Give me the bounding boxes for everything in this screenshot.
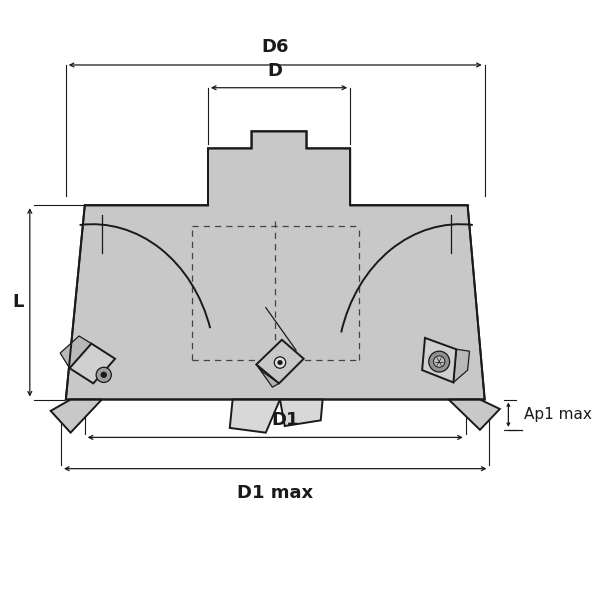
- Polygon shape: [422, 338, 456, 382]
- Text: L: L: [13, 293, 24, 311]
- Circle shape: [274, 357, 286, 368]
- Circle shape: [101, 372, 107, 378]
- Circle shape: [429, 351, 449, 372]
- Polygon shape: [60, 336, 91, 368]
- Text: D6: D6: [262, 38, 289, 56]
- Polygon shape: [50, 400, 102, 433]
- Polygon shape: [454, 349, 470, 382]
- Text: D1: D1: [271, 411, 298, 429]
- Text: Ap1 max: Ap1 max: [524, 407, 592, 422]
- Polygon shape: [66, 131, 485, 400]
- Text: D: D: [268, 62, 283, 80]
- Polygon shape: [256, 340, 304, 383]
- Text: D1 max: D1 max: [237, 484, 313, 502]
- Polygon shape: [256, 364, 279, 387]
- Polygon shape: [70, 344, 115, 383]
- Circle shape: [434, 356, 445, 367]
- Polygon shape: [280, 400, 323, 426]
- Circle shape: [96, 367, 112, 382]
- Circle shape: [278, 360, 283, 365]
- Polygon shape: [449, 400, 500, 430]
- Polygon shape: [230, 400, 280, 433]
